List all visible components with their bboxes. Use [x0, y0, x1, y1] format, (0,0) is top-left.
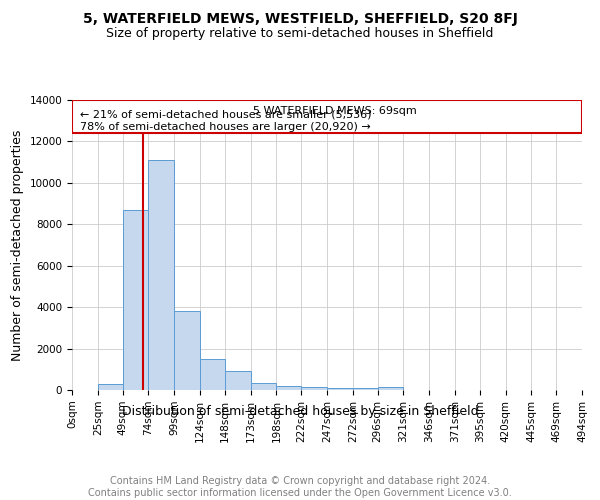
- Bar: [174, 312, 200, 390]
- Text: 78% of semi-detached houses are larger (20,920) →: 78% of semi-detached houses are larger (…: [80, 122, 371, 132]
- Bar: [327, 388, 353, 390]
- Text: Distribution of semi-detached houses by size in Sheffield: Distribution of semi-detached houses by …: [122, 405, 478, 418]
- Bar: [225, 372, 251, 390]
- FancyBboxPatch shape: [72, 100, 582, 133]
- Bar: [98, 384, 122, 390]
- Y-axis label: Number of semi-detached properties: Number of semi-detached properties: [11, 130, 24, 360]
- Bar: [148, 160, 174, 390]
- Text: 5, WATERFIELD MEWS, WESTFIELD, SHEFFIELD, S20 8FJ: 5, WATERFIELD MEWS, WESTFIELD, SHEFFIELD…: [83, 12, 517, 26]
- Bar: [377, 387, 403, 390]
- Bar: [251, 383, 277, 390]
- Text: ← 21% of semi-detached houses are smaller (5,536): ← 21% of semi-detached houses are smalle…: [80, 110, 372, 120]
- Text: Size of property relative to semi-detached houses in Sheffield: Size of property relative to semi-detach…: [106, 28, 494, 40]
- Bar: [122, 210, 148, 390]
- Text: Contains HM Land Registry data © Crown copyright and database right 2024.
Contai: Contains HM Land Registry data © Crown c…: [88, 476, 512, 498]
- Bar: [301, 387, 327, 390]
- Text: 5 WATERFIELD MEWS: 69sqm: 5 WATERFIELD MEWS: 69sqm: [253, 106, 417, 116]
- Bar: [277, 386, 301, 390]
- Bar: [353, 388, 377, 390]
- Bar: [200, 359, 225, 390]
